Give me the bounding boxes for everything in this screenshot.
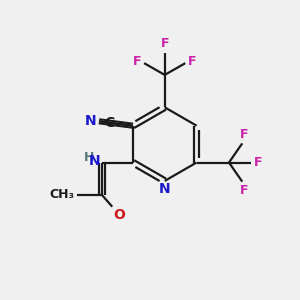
Text: F: F [160,38,169,50]
Text: H: H [83,151,94,164]
Text: F: F [254,156,262,169]
Text: C: C [104,116,114,130]
Text: N: N [89,154,100,168]
Text: F: F [239,184,248,197]
Text: F: F [188,55,196,68]
Text: O: O [114,208,126,222]
Text: F: F [133,55,142,68]
Text: N: N [159,182,170,197]
Text: CH₃: CH₃ [50,188,74,201]
Text: N: N [85,114,97,128]
Text: F: F [239,128,248,141]
